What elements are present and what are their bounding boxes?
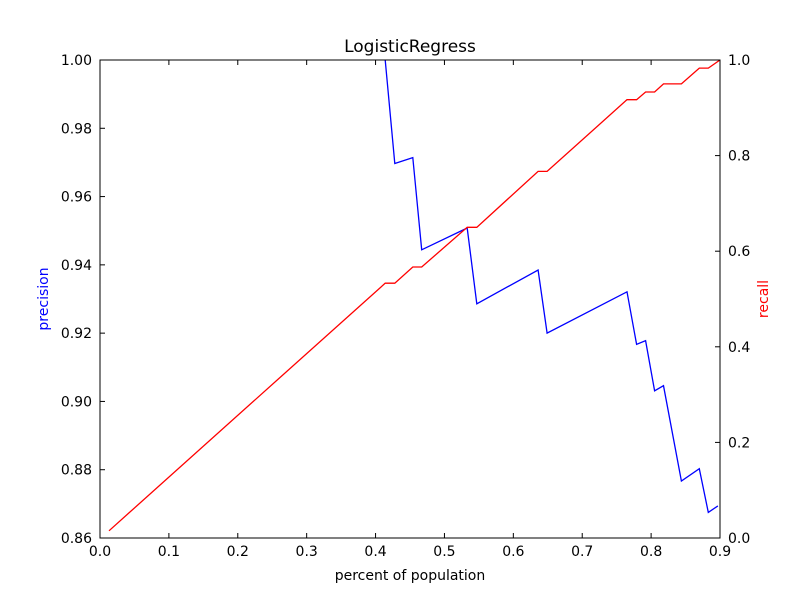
- x-tick-label: 0.2: [227, 544, 249, 560]
- y-right-tick-label: 0.4: [728, 340, 750, 356]
- x-tick-label: 0.8: [640, 544, 662, 560]
- x-tick-label: 0.4: [364, 544, 386, 560]
- y-right-tick-label: 0.6: [728, 244, 750, 260]
- y-left-tick-label: 0.92: [61, 326, 92, 342]
- y-axis-label-recall: recall: [756, 280, 772, 318]
- x-tick-label: 0.9: [709, 544, 731, 560]
- y-right-tick-label: 1.0: [728, 53, 750, 69]
- recall-line: [108, 60, 720, 532]
- precision-line: [384, 60, 719, 514]
- y-left-tick-label: 0.86: [61, 531, 92, 547]
- x-axis-label: percent of population: [335, 568, 486, 584]
- x-tick-label: 0.5: [433, 544, 455, 560]
- y-left-tick-label: 0.98: [61, 121, 92, 137]
- y-right-tick-label: 0.8: [728, 149, 750, 165]
- y-left-tick-label: 0.96: [61, 190, 92, 206]
- y-axis-label-precision: precision: [36, 267, 52, 330]
- x-tick-label: 0.7: [571, 544, 593, 560]
- y-left-tick-label: 0.90: [61, 394, 92, 410]
- y-right-tick-label: 0.0: [728, 531, 750, 547]
- series-layer: [108, 60, 720, 532]
- x-tick-label: 0.6: [502, 544, 524, 560]
- y-left-tick-label: 1.00: [61, 53, 92, 69]
- x-tick-label: 0.1: [158, 544, 180, 560]
- x-tick-label: 0.0: [89, 544, 111, 560]
- y-right-tick-label: 0.2: [728, 435, 750, 451]
- chart-title: LogisticRegress: [344, 37, 476, 57]
- y-left-tick-label: 0.94: [61, 258, 92, 274]
- y-left-tick-label: 0.88: [61, 463, 92, 479]
- x-tick-label: 0.3: [296, 544, 318, 560]
- ticks-layer: 0.0 0.1 0.2 0.3 0.4 0.5 0.6 0.7 0.8 0.9 0.86 0.88 0.…: [61, 53, 751, 560]
- plot-frame: [99, 59, 721, 539]
